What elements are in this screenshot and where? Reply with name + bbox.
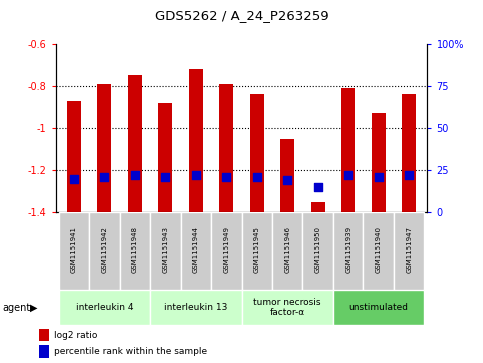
- Bar: [402, 94, 416, 212]
- Bar: [189, 69, 203, 212]
- FancyBboxPatch shape: [150, 290, 242, 325]
- Bar: [311, 202, 325, 212]
- Point: [375, 174, 383, 180]
- Text: ▶: ▶: [30, 303, 38, 313]
- Text: GSM1151940: GSM1151940: [376, 226, 382, 273]
- Text: GSM1151946: GSM1151946: [284, 226, 290, 273]
- FancyBboxPatch shape: [181, 212, 211, 290]
- Text: GSM1151942: GSM1151942: [101, 227, 107, 273]
- Point: [192, 172, 199, 178]
- Point: [405, 172, 413, 178]
- FancyBboxPatch shape: [58, 212, 89, 290]
- Point: [70, 176, 78, 182]
- Bar: [98, 83, 111, 212]
- Bar: [219, 83, 233, 212]
- Point: [284, 178, 291, 183]
- Bar: [280, 139, 294, 212]
- Text: GSM1151945: GSM1151945: [254, 227, 260, 273]
- FancyBboxPatch shape: [242, 290, 333, 325]
- FancyBboxPatch shape: [89, 212, 120, 290]
- FancyBboxPatch shape: [272, 212, 302, 290]
- FancyBboxPatch shape: [211, 212, 242, 290]
- Text: GSM1151941: GSM1151941: [71, 226, 77, 273]
- Text: unstimulated: unstimulated: [349, 303, 409, 312]
- Bar: [39, 329, 49, 341]
- Point: [100, 174, 108, 180]
- Text: GSM1151950: GSM1151950: [315, 226, 321, 273]
- Text: percentile rank within the sample: percentile rank within the sample: [54, 347, 207, 356]
- Point: [131, 172, 139, 178]
- Bar: [250, 94, 264, 212]
- Text: GDS5262 / A_24_P263259: GDS5262 / A_24_P263259: [155, 9, 328, 22]
- FancyBboxPatch shape: [333, 290, 425, 325]
- Point: [161, 174, 169, 180]
- Text: GSM1151944: GSM1151944: [193, 227, 199, 273]
- FancyBboxPatch shape: [394, 212, 425, 290]
- Text: GSM1151939: GSM1151939: [345, 226, 351, 273]
- FancyBboxPatch shape: [150, 212, 181, 290]
- Bar: [372, 113, 385, 212]
- FancyBboxPatch shape: [333, 212, 363, 290]
- Point: [314, 184, 322, 190]
- FancyBboxPatch shape: [120, 212, 150, 290]
- Point: [344, 172, 352, 178]
- Bar: [67, 101, 81, 212]
- Point: [253, 174, 261, 180]
- Text: GSM1151947: GSM1151947: [406, 226, 412, 273]
- Text: GSM1151949: GSM1151949: [223, 226, 229, 273]
- Bar: [341, 88, 355, 212]
- Point: [222, 174, 230, 180]
- Text: interleukin 4: interleukin 4: [75, 303, 133, 312]
- Text: GSM1151948: GSM1151948: [132, 226, 138, 273]
- Bar: [39, 345, 49, 358]
- Text: interleukin 13: interleukin 13: [164, 303, 227, 312]
- Text: log2 ratio: log2 ratio: [54, 331, 97, 340]
- FancyBboxPatch shape: [363, 212, 394, 290]
- Text: agent: agent: [2, 303, 30, 313]
- Bar: [128, 75, 142, 212]
- FancyBboxPatch shape: [58, 290, 150, 325]
- Text: tumor necrosis
factor-α: tumor necrosis factor-α: [254, 298, 321, 317]
- FancyBboxPatch shape: [242, 212, 272, 290]
- Bar: [158, 103, 172, 212]
- Text: GSM1151943: GSM1151943: [162, 226, 168, 273]
- FancyBboxPatch shape: [302, 212, 333, 290]
